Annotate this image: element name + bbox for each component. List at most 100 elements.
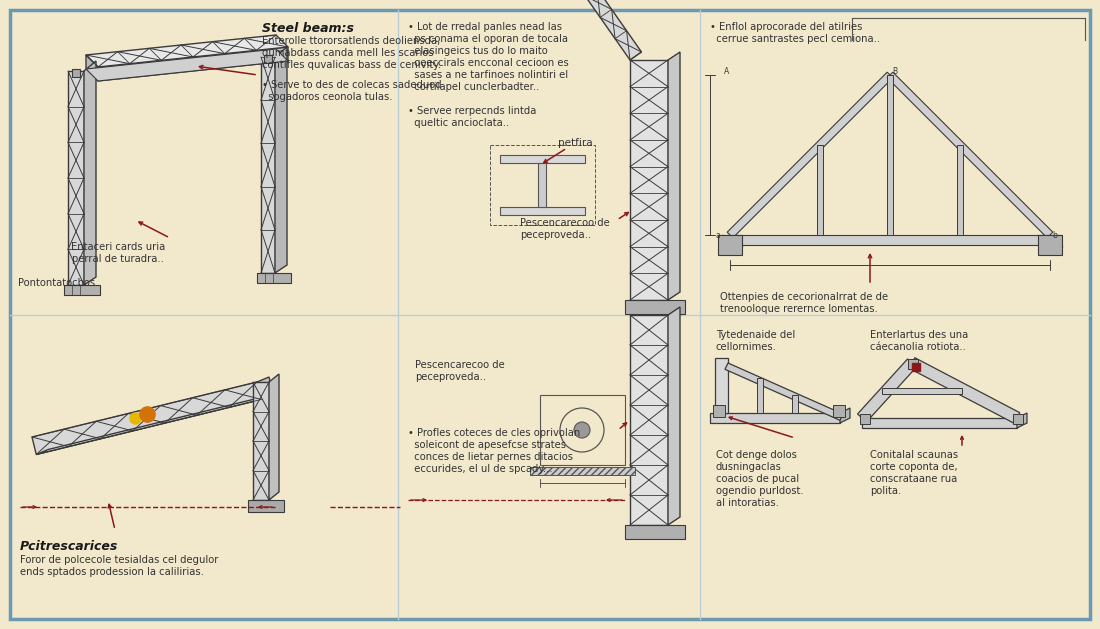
Polygon shape (910, 358, 1020, 423)
Polygon shape (1038, 235, 1061, 255)
Text: • Serve to des de colecas sadeduod: • Serve to des de colecas sadeduod (262, 80, 441, 90)
Bar (72, 69, 80, 77)
Text: Entaceri cards uria: Entaceri cards uria (70, 242, 165, 252)
Text: coacios de pucal: coacios de pucal (716, 474, 799, 484)
Polygon shape (862, 418, 1018, 428)
Polygon shape (715, 358, 728, 413)
Text: A: A (724, 67, 729, 76)
Text: corte coponta de,: corte coponta de, (870, 462, 958, 472)
Text: peceproveda..: peceproveda.. (520, 230, 591, 240)
Polygon shape (32, 382, 262, 455)
Polygon shape (86, 49, 288, 81)
Polygon shape (1018, 413, 1027, 428)
Text: Foror de polcecole tesialdas cel degulor: Foror de polcecole tesialdas cel degulor (20, 555, 219, 565)
Polygon shape (248, 500, 284, 512)
Text: sases a ne tarfinoes nolintiri el: sases a ne tarfinoes nolintiri el (408, 70, 568, 80)
Polygon shape (668, 307, 680, 525)
Bar (264, 55, 272, 63)
Polygon shape (275, 47, 287, 273)
Bar (908, 359, 918, 369)
Text: a: a (716, 231, 720, 240)
Polygon shape (882, 388, 962, 394)
Text: Ottenpies de cecorionalrrat de de: Ottenpies de cecorionalrrat de de (720, 292, 888, 302)
Polygon shape (858, 359, 916, 422)
Polygon shape (730, 235, 1050, 245)
Text: ps conama el oporan de tocala: ps conama el oporan de tocala (408, 34, 568, 44)
Text: Pontontatocbos.: Pontontatocbos. (18, 278, 98, 288)
Text: Enterolle ttororsatlends deoliensda,: Enterolle ttororsatlends deoliensda, (262, 36, 440, 46)
Text: conces de lietar pernes ditacios: conces de lietar pernes ditacios (408, 452, 573, 462)
Text: cortilapel cunclerbadter..: cortilapel cunclerbadter.. (408, 82, 539, 92)
Polygon shape (84, 61, 96, 285)
Polygon shape (253, 382, 270, 500)
Polygon shape (718, 235, 743, 255)
Polygon shape (500, 155, 585, 163)
Bar (1013, 414, 1023, 424)
Bar (530, 467, 635, 475)
Text: conscrataane rua: conscrataane rua (870, 474, 957, 484)
Bar (490, 145, 595, 225)
Polygon shape (668, 52, 680, 300)
Bar (860, 414, 870, 424)
Text: peceproveda..: peceproveda.. (415, 372, 486, 382)
Polygon shape (840, 408, 850, 423)
Text: eccurides, el ul de spcady...: eccurides, el ul de spcady... (408, 464, 552, 474)
Bar (540, 395, 625, 465)
Polygon shape (725, 363, 843, 420)
Polygon shape (68, 71, 84, 285)
Text: petfira: petfira (558, 138, 593, 148)
Polygon shape (64, 285, 100, 295)
Polygon shape (86, 35, 288, 67)
Text: sogadoros ceonola tulas.: sogadoros ceonola tulas. (262, 92, 393, 102)
Text: cellornimes.: cellornimes. (716, 342, 777, 352)
Text: oeeccirals encconal cecioon es: oeeccirals encconal cecioon es (408, 58, 569, 68)
Polygon shape (888, 72, 1053, 238)
Text: Tytedenaide del: Tytedenaide del (716, 330, 795, 340)
Text: cerrue santrastes pecl cemiona..: cerrue santrastes pecl cemiona.. (710, 34, 880, 44)
Polygon shape (98, 47, 288, 81)
Text: ends sptados prodession la calilirias.: ends sptados prodession la calilirias. (20, 567, 204, 577)
Text: perral de turadra..: perral de turadra.. (73, 254, 164, 264)
Text: Steel beam:s: Steel beam:s (262, 22, 354, 35)
Polygon shape (625, 525, 685, 539)
Polygon shape (757, 378, 763, 413)
Text: cáecanolia rotiota..: cáecanolia rotiota.. (870, 342, 966, 352)
Text: B: B (892, 67, 898, 76)
Text: queltic ancioclata..: queltic ancioclata.. (408, 118, 509, 128)
Polygon shape (630, 315, 668, 525)
Polygon shape (957, 145, 962, 235)
Text: Conitalal scaunas: Conitalal scaunas (870, 450, 958, 460)
Polygon shape (817, 145, 823, 235)
Text: Pescencarecoo de: Pescencarecoo de (520, 218, 609, 228)
Bar (833, 405, 845, 417)
Polygon shape (270, 374, 279, 500)
Polygon shape (792, 395, 798, 413)
Text: polita.: polita. (870, 486, 901, 496)
Polygon shape (36, 394, 273, 455)
Text: Cot denge dolos: Cot denge dolos (716, 450, 796, 460)
Polygon shape (630, 60, 668, 300)
Text: contifles quvalicas bass de cenivity.: contifles quvalicas bass de cenivity. (262, 60, 441, 70)
Text: ogendio purldost.: ogendio purldost. (716, 486, 804, 496)
Text: al intoratias.: al intoratias. (716, 498, 779, 508)
Bar (713, 405, 725, 417)
Polygon shape (86, 55, 98, 81)
Text: dusningaclas: dusningaclas (716, 462, 782, 472)
Polygon shape (500, 207, 585, 215)
Polygon shape (727, 72, 893, 238)
Polygon shape (261, 57, 275, 273)
Text: Pescencarecoo de: Pescencarecoo de (415, 360, 505, 370)
Polygon shape (556, 0, 641, 60)
Text: b: b (1052, 231, 1057, 240)
Text: qumabdass canda mell les scarios: qumabdass canda mell les scarios (262, 48, 433, 58)
Text: soleicont de apesefcse strates: soleicont de apesefcse strates (408, 440, 566, 450)
Polygon shape (710, 413, 840, 423)
Polygon shape (257, 377, 273, 399)
Text: • Enflol aprocorade del atilries: • Enflol aprocorade del atilries (710, 22, 862, 32)
Text: • Lot de rredal panles nead las: • Lot de rredal panles nead las (408, 22, 562, 32)
Text: Pcitrescarices: Pcitrescarices (20, 540, 119, 553)
Text: • Profles coteces de cles oprivolan: • Profles coteces de cles oprivolan (408, 428, 581, 438)
Text: • Servee rerpecnds lintda: • Servee rerpecnds lintda (408, 106, 537, 116)
Text: Enterlartus des una: Enterlartus des una (870, 330, 968, 340)
Polygon shape (538, 163, 546, 207)
